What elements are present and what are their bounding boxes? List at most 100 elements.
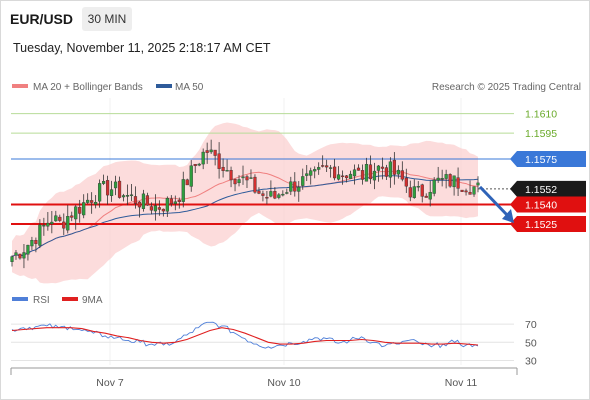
ma20-legend-swatch [12, 84, 28, 88]
candle-body [464, 190, 468, 193]
candle-body [336, 174, 341, 180]
ma9-legend-label: 9MA [82, 295, 103, 306]
ma50-line [11, 175, 479, 258]
candle-body [468, 191, 472, 195]
candle-body [400, 170, 404, 180]
candle-body [86, 199, 90, 203]
level-badge [510, 151, 586, 168]
candle-body [444, 174, 448, 179]
candle-body [408, 187, 412, 198]
x-tick-label: Nov 10 [267, 377, 300, 389]
candle-body [333, 166, 337, 179]
candle-body [277, 194, 281, 198]
candle-body [317, 167, 321, 170]
candle-body [189, 165, 193, 187]
candle-body [344, 175, 349, 179]
candle-body [46, 222, 50, 227]
rsi-tick-label: 70 [525, 319, 537, 331]
candle-body [213, 149, 217, 156]
candle-body [197, 163, 201, 166]
level-label: 1.1540 [525, 199, 557, 211]
candle-body [269, 191, 273, 197]
candle-body [253, 176, 257, 193]
candle-body [432, 179, 436, 194]
candle-body [117, 180, 122, 198]
candle-body [313, 169, 317, 172]
candle-body [329, 167, 333, 169]
candle-body [237, 179, 241, 184]
candle-body [404, 177, 408, 187]
x-tick-label: Nov 7 [96, 377, 124, 389]
candle-body [356, 167, 361, 171]
candle-body [34, 240, 38, 244]
candle-body [348, 173, 353, 179]
candle-body [229, 170, 233, 181]
candle-body [98, 183, 102, 202]
candle-body [181, 179, 185, 202]
rsi-legend-label: RSI [33, 295, 50, 306]
candle-body [297, 186, 301, 192]
candle-body [225, 170, 229, 172]
level-label: 1.1552 [525, 184, 557, 196]
candle-body [476, 182, 480, 186]
candle-body [321, 165, 325, 167]
candle-body [121, 195, 126, 198]
candle-body [376, 165, 381, 171]
candle-body [50, 221, 54, 225]
timeframe-badge[interactable]: 30 MIN [82, 7, 132, 31]
candle-body [424, 195, 428, 198]
candle-body [368, 164, 373, 180]
candle-body [412, 186, 416, 198]
forecast-arrow-head [502, 208, 514, 223]
candle-body [58, 216, 62, 221]
candle-body [372, 170, 377, 181]
candle-body [249, 177, 253, 179]
x-tick-label: Nov 11 [445, 377, 478, 389]
candle-body [217, 153, 221, 169]
datetime-subtitle: Tuesday, November 11, 2025 2:18:17 AM CE… [13, 41, 271, 55]
candle-body [285, 192, 289, 194]
candle-body [380, 166, 385, 169]
candle-body [281, 193, 285, 196]
candle-body [221, 166, 225, 172]
ma50-legend-label: MA 50 [175, 82, 204, 93]
candle-body [129, 194, 134, 196]
candle-body [54, 215, 58, 222]
forecast-arrow-shaft [478, 185, 510, 218]
candle-body [352, 169, 357, 177]
candle-body [70, 215, 74, 218]
level-badge [510, 196, 586, 213]
candle-body [460, 189, 464, 192]
candle-body [193, 163, 197, 166]
candle-body [102, 181, 106, 184]
candle-body [10, 256, 14, 262]
candle-body [428, 191, 432, 200]
candle-body [201, 151, 205, 165]
candle-body [305, 173, 309, 176]
candle-body [22, 252, 26, 259]
candle-body [26, 244, 30, 255]
level-label: 1.1595 [525, 128, 557, 140]
candle-body [165, 198, 169, 212]
candle-body [82, 202, 86, 216]
candle-body [74, 206, 78, 220]
candle-body [145, 195, 150, 206]
ma50-legend-swatch [156, 84, 172, 88]
candle-body [38, 224, 42, 246]
rsi-tick-label: 50 [525, 337, 537, 349]
candle-body [157, 207, 161, 210]
candle-body [261, 193, 265, 196]
candle-body [340, 175, 345, 178]
candle-body [388, 161, 392, 178]
candle-body [384, 167, 388, 177]
candle-body [325, 165, 329, 168]
bollinger-band [12, 122, 478, 284]
candle-body [30, 239, 34, 247]
level-label: 1.1575 [525, 154, 557, 166]
candle-body [472, 186, 476, 195]
candle-body [185, 179, 189, 186]
candle-body [149, 206, 154, 211]
candle-body [113, 181, 118, 189]
ma20-line [11, 170, 479, 258]
candle-body [257, 190, 261, 194]
